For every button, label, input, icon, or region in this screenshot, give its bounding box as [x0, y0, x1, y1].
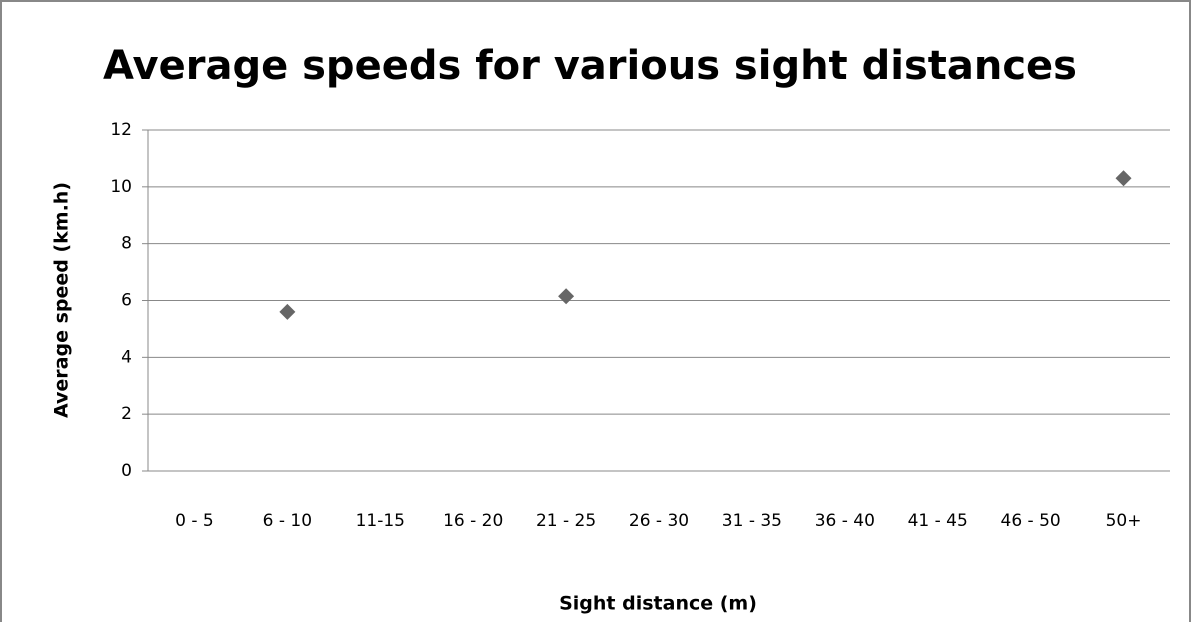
x-tick-label: 21 - 25	[536, 511, 596, 531]
x-tick-label: 16 - 20	[443, 511, 503, 531]
y-tick-label: 10	[110, 177, 132, 197]
marker	[558, 288, 575, 305]
y-tick-label: 0	[121, 461, 132, 481]
y-tick-label: 12	[110, 120, 132, 140]
x-tick-label: 0 - 5	[175, 511, 214, 531]
x-tick-label: 41 - 45	[908, 511, 968, 531]
x-axis-title: Sight distance (m)	[559, 593, 757, 615]
x-tick-label: 11-15	[356, 511, 405, 531]
y-tick-label: 6	[121, 291, 132, 311]
x-tick-label: 31 - 35	[722, 511, 782, 531]
x-tick-label: 46 - 50	[1001, 511, 1061, 531]
x-tick-label: 36 - 40	[815, 511, 875, 531]
marker	[1115, 170, 1132, 187]
y-axis-title: Average speed (km.h)	[51, 182, 73, 418]
y-tick-label: 2	[121, 404, 132, 424]
chart-title: Average speeds for various sight distanc…	[103, 43, 1077, 89]
y-tick-label: 4	[121, 347, 132, 367]
x-tick-label: 26 - 30	[629, 511, 689, 531]
x-tick-label: 50+	[1106, 511, 1142, 531]
x-tick-label: 6 - 10	[263, 511, 312, 531]
y-tick-label: 8	[121, 234, 132, 254]
marker	[279, 303, 296, 320]
